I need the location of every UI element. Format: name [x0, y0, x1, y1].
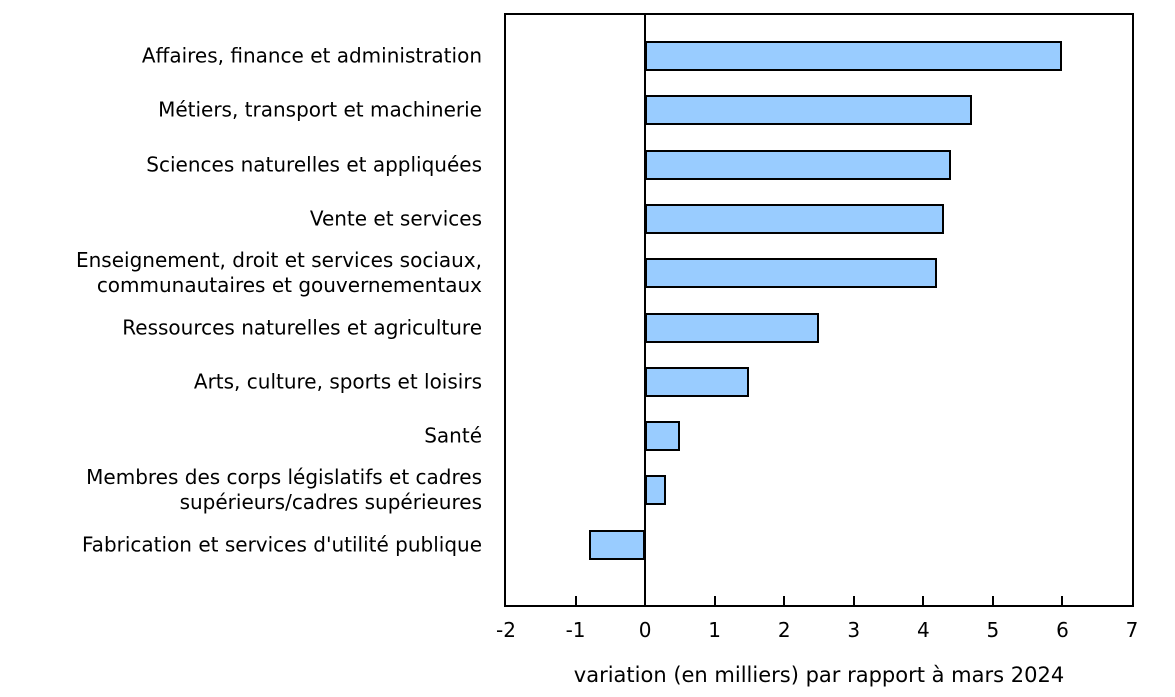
category-label-8: Membres des corps législatifs et cadres … — [86, 465, 482, 515]
x-tick-label-6: 6 — [1056, 618, 1069, 642]
x-tick-label-0: 0 — [638, 618, 652, 642]
category-label-4: Enseignement, droit et services sociaux,… — [75, 248, 482, 298]
x-tick-label-2: 2 — [777, 618, 791, 642]
bar-4 — [645, 258, 938, 289]
x-tick-0 — [644, 596, 647, 605]
category-label-3: Vente et services — [309, 206, 482, 231]
category-label-0: Affaires, finance et administration — [141, 43, 482, 68]
category-label-6: Arts, culture, sports et loisirs — [193, 369, 482, 394]
x-tick-label-1: 1 — [708, 618, 722, 642]
x-axis-title: variation (en milliers) par rapport à ma… — [573, 663, 1065, 687]
plot-area — [504, 13, 1134, 607]
x-tick-label-7: 7 — [1125, 618, 1139, 642]
bar-5 — [645, 312, 819, 343]
x-tick-label-4: 4 — [916, 618, 930, 642]
x-tick-5 — [991, 596, 994, 605]
category-label-7: Santé — [424, 423, 482, 448]
bar-8 — [645, 475, 666, 506]
x-tick-label--2: -2 — [496, 618, 516, 642]
x-tick-label-3: 3 — [847, 618, 861, 642]
x-tick-label-5: 5 — [986, 618, 1000, 642]
category-label-2: Sciences naturelles et appliquées — [146, 152, 482, 177]
bar-9 — [589, 529, 646, 560]
bar-6 — [645, 366, 750, 397]
bar-3 — [645, 203, 945, 234]
category-label-9: Fabrication et services d'utilité publiq… — [82, 532, 482, 557]
x-tick-label--1: -1 — [565, 618, 586, 642]
bar-0 — [645, 41, 1063, 71]
bar-1 — [645, 95, 973, 126]
x-tick-3 — [852, 596, 855, 605]
bar-7 — [645, 421, 680, 452]
category-label-1: Métiers, transport et machinerie — [158, 97, 482, 122]
x-tick--1 — [574, 596, 577, 605]
x-tick-4 — [922, 596, 925, 605]
zero-axis-line — [644, 15, 647, 605]
x-tick-1 — [713, 596, 716, 605]
x-tick-2 — [783, 596, 786, 605]
category-label-5: Ressources naturelles et agriculture — [122, 315, 482, 339]
x-tick-6 — [1061, 596, 1064, 605]
bar-2 — [645, 149, 952, 180]
